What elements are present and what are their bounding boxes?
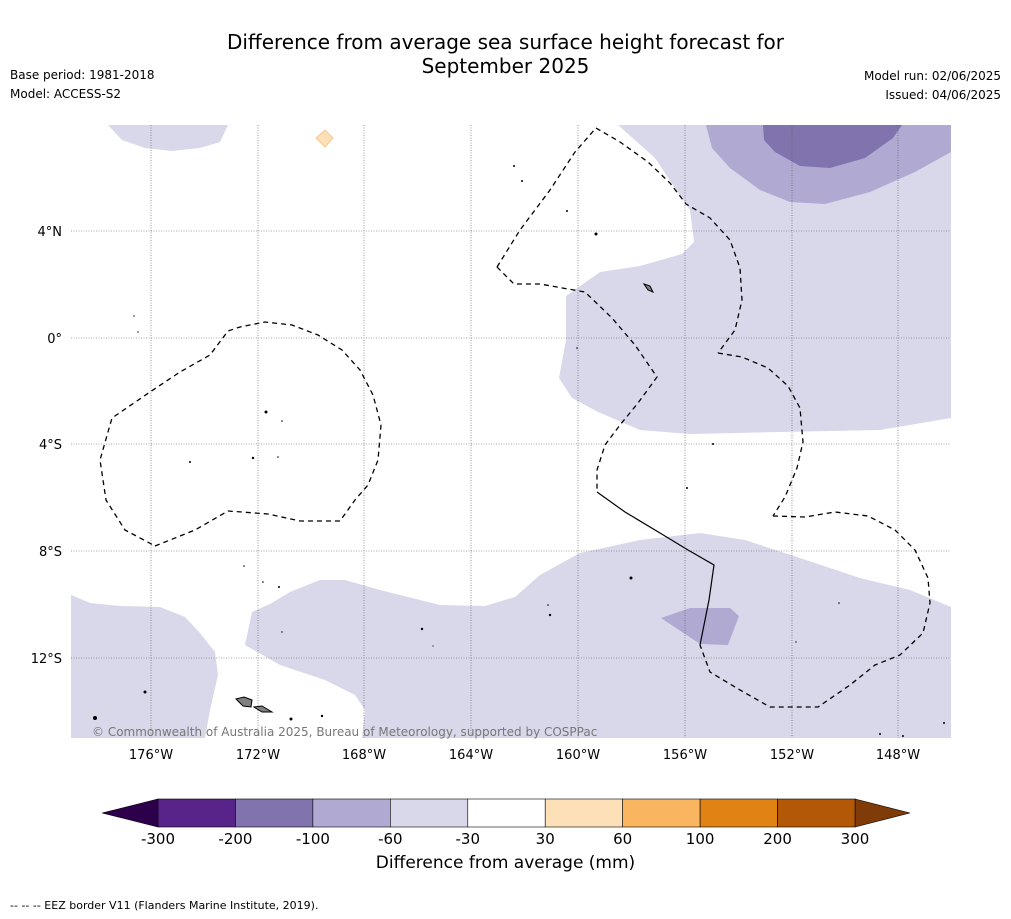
colorbar-tick-label: 60	[613, 830, 632, 848]
colorbar-tick-label: 300	[841, 830, 870, 848]
island-savaii	[235, 696, 253, 708]
base-period: Base period: 1981-2018	[10, 68, 155, 82]
lat-label: 0°	[47, 332, 62, 347]
lat-label: 4°N	[38, 225, 63, 240]
model-name: Model: ACCESS-S2	[10, 87, 122, 101]
colorbar-tick-label: 200	[763, 830, 792, 848]
colorbar-under-arrow	[101, 798, 159, 828]
lat-label: 8°S	[39, 545, 62, 560]
eez-borders	[99, 127, 931, 708]
colorbar-title: Difference from average (mm)	[375, 853, 636, 873]
copyright-text: © Commonwealth of Australia 2025, Bureau…	[92, 725, 597, 739]
colorbar-tick-label: -300	[141, 830, 175, 848]
lon-label: 160°W	[556, 748, 600, 763]
anomaly-region-medium-south	[661, 608, 739, 645]
eez-border-tokelau-west	[99, 321, 382, 547]
colorbar-bin	[467, 798, 546, 828]
colorbar-tick-label: -30	[456, 830, 481, 848]
lat-label: 12°S	[31, 652, 62, 667]
lon-label: 156°W	[663, 748, 707, 763]
map-area	[71, 125, 951, 738]
anomaly-region-light-south	[245, 533, 951, 738]
lon-label: 172°W	[236, 748, 280, 763]
anomaly-region-positive	[315, 129, 334, 148]
meta-left: Base period: 1981-2018 Model: ACCESS-S2	[10, 66, 155, 104]
colorbar-tick-label: 100	[686, 830, 715, 848]
lon-label: 164°W	[449, 748, 493, 763]
colorbar-bin	[544, 798, 623, 828]
lon-label: 168°W	[342, 748, 386, 763]
small-islands	[93, 165, 945, 737]
colorbar-tick-label: -100	[296, 830, 330, 848]
colorbar-tick-label: -200	[218, 830, 252, 848]
meta-right: Model run: 02/06/2025 Issued: 04/06/2025	[864, 67, 1001, 105]
colorbar-bin	[777, 798, 856, 828]
lat-labels: 4°N 0° 4°S 8°S 12°S	[31, 225, 62, 667]
colorbar-bin	[390, 798, 469, 828]
maritime-boundary-solid	[596, 491, 715, 646]
gridlines	[71, 125, 951, 738]
colorbar-bin	[699, 798, 778, 828]
lon-label: 152°W	[770, 748, 814, 763]
colorbar-bin	[235, 798, 314, 828]
colorbar-bin	[622, 798, 701, 828]
colorbar-over-arrow	[854, 798, 911, 828]
colorbar-bin	[157, 798, 236, 828]
eez-border-kiribati-line	[496, 127, 743, 354]
island-upolu	[252, 705, 274, 713]
chart-title-line1: Difference from average sea surface heig…	[226, 30, 785, 54]
chart-title-line2: September 2025	[421, 54, 590, 78]
lat-label: 4°S	[39, 438, 62, 453]
eez-border-mid	[496, 266, 658, 492]
colorbar-tick-label: 30	[536, 830, 555, 848]
issued-date: Issued: 04/06/2025	[885, 88, 1001, 102]
anomaly-region-light-east	[559, 125, 951, 434]
lon-labels: 176°W 172°W 168°W 164°W 160°W 156°W 152°…	[129, 748, 920, 763]
anomaly-region-light-north	[108, 125, 228, 151]
colorbar: -300 -200 -100 -60 -30 30 60 100 200 300	[101, 798, 911, 848]
islands	[235, 283, 655, 713]
colorbar-tick-label: -60	[378, 830, 403, 848]
lon-label: 176°W	[129, 748, 173, 763]
island-atoll-east	[642, 283, 655, 293]
colorbar-bin	[312, 798, 391, 828]
eez-border-southeast	[699, 511, 931, 708]
anomaly-region-dark-northeast	[763, 125, 902, 168]
lon-label: 148°W	[876, 748, 920, 763]
footnote: -- -- -- EEZ border V11 (Flanders Marine…	[10, 899, 319, 912]
anomaly-region-light-southwest	[71, 595, 218, 738]
model-run: Model run: 02/06/2025	[863, 69, 1001, 83]
chart-title: Difference from average sea surface heig…	[0, 30, 1011, 78]
